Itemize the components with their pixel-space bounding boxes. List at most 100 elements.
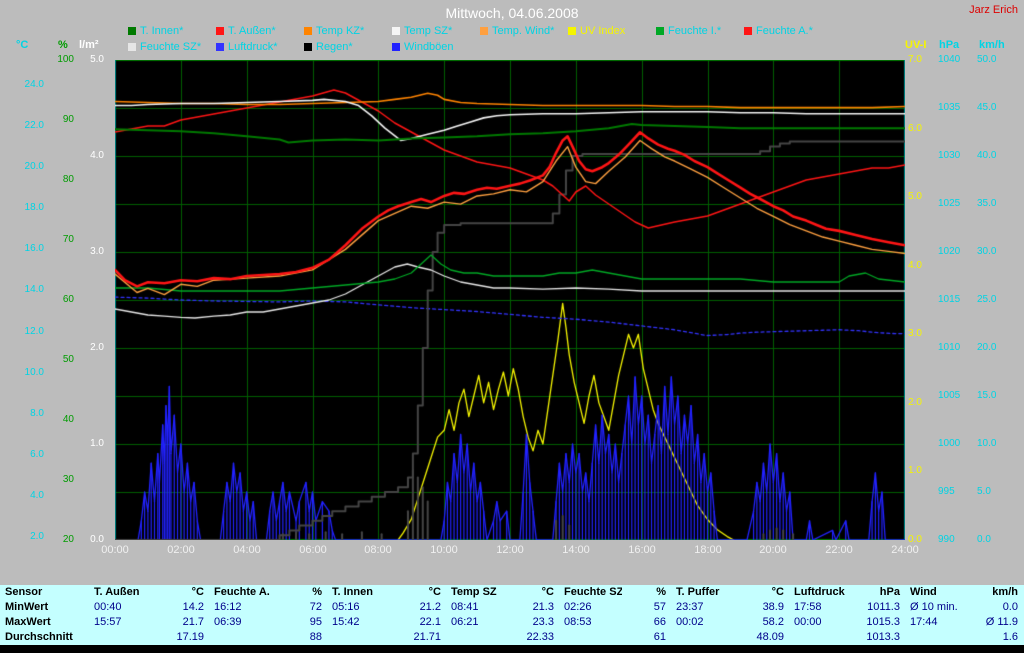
table-group-cell: 06:21 23.3	[447, 615, 560, 630]
axis-tick-label: 1015	[938, 294, 961, 305]
axis-tick-label: 35.0	[977, 198, 997, 209]
x-axis-label: 06:00	[299, 544, 327, 556]
x-axis-label: 18:00	[694, 544, 722, 556]
legend-item: Temp SZ*	[392, 25, 480, 37]
table-cell: 23:37	[676, 601, 704, 613]
table-cell	[560, 630, 622, 645]
table-cell: 48.09	[756, 631, 784, 643]
table-group-cell: Feuchte SZ%	[560, 585, 672, 600]
axis-tick-label: 2.0	[908, 397, 922, 408]
legend-label: Luftdruck*	[228, 41, 278, 53]
axis-tick-label: 60	[62, 294, 74, 305]
table-cell: 15:42	[332, 616, 360, 628]
table-cell: °C	[541, 586, 554, 598]
table-cell	[906, 630, 971, 645]
axis-tick-label: 5.0	[908, 191, 922, 202]
table-cell: T. Außen	[94, 586, 140, 598]
table-cell: Temp SZ	[451, 586, 497, 598]
table-cell: 08:41	[451, 601, 479, 613]
axis-tick-label: 45.0	[977, 102, 997, 113]
axis-tick-label: 5.0	[90, 54, 104, 65]
table-cell	[328, 630, 393, 645]
axis-tick-label: 995	[938, 486, 955, 497]
table-group-cell: 61	[560, 630, 672, 645]
table-cell	[210, 630, 275, 645]
legend-label: UV Index	[580, 25, 626, 37]
table-cell: 1011.3	[867, 601, 900, 613]
axis-tick-label: 50	[62, 354, 74, 365]
axis-tick-label: 20.0	[24, 161, 44, 172]
legend-swatch	[216, 43, 224, 51]
legend-item: Feuchte A.*	[744, 25, 832, 37]
x-axis-label: 12:00	[496, 544, 524, 556]
axis-tick-label: 22.0	[24, 120, 44, 131]
table-group-cell: 21.71	[328, 630, 447, 645]
legend-item: Windböen	[392, 41, 480, 53]
axis-tick-label: 12.0	[24, 326, 44, 337]
table-group-cell: 1.6	[906, 630, 1024, 645]
legend-item: Feuchte SZ*	[128, 41, 216, 53]
axis-tick-label: 6.0	[30, 449, 44, 460]
axis-tick-label: 15.0	[977, 390, 997, 401]
axis-unit-uv: UV-I	[905, 39, 927, 51]
axis-tick-label: 7.0	[908, 54, 922, 65]
table-row: Durchschnitt 17.19 88 21.71 22.33 61 48.09 1013…	[0, 630, 1024, 645]
axis-tick-label: 1.0	[908, 465, 922, 476]
axis-tick-label: 5.0	[977, 486, 991, 497]
table-cell	[790, 630, 854, 645]
table-cell: 05:16	[332, 601, 360, 613]
axis-tick-label: 30	[62, 474, 74, 485]
axis-tick-label: 100	[57, 54, 74, 65]
legend-label: Feuchte SZ*	[140, 41, 202, 53]
axis-tick-label: 0.0	[908, 534, 922, 545]
axis-tick-label: 70	[62, 234, 74, 245]
axis-tick-label: 10.0	[24, 367, 44, 378]
table-group-cell: Temp SZ °C	[447, 585, 560, 600]
table-cell: 17:44	[910, 616, 938, 628]
axis-unit-kmh: km/h	[979, 39, 1005, 51]
axis-unit-percent: %	[58, 39, 68, 51]
table-cell: 1.6	[1002, 631, 1018, 643]
table-cell: 23.3	[532, 616, 554, 628]
axis-tick-label: 1000	[938, 438, 961, 449]
table-group-cell: 15:57 21.7	[90, 615, 210, 630]
table-cell: %	[656, 586, 666, 598]
legend-label: Regen*	[316, 41, 353, 53]
table-group-cell: 17.19	[90, 630, 210, 645]
table-group-cell: 02:26 57	[560, 600, 672, 615]
axis-tick-label: 80	[62, 174, 74, 185]
legend-row-1: T. Innen* T. Außen* Temp KZ* Temp SZ* Temp. …	[128, 25, 832, 37]
table-group-cell: 23:37 38.9	[672, 600, 790, 615]
x-axis-label: 02:00	[167, 544, 195, 556]
table-group-cell: Ø 10 min. 0.0	[906, 600, 1024, 615]
table-cell: Feuchte A.	[214, 586, 270, 598]
legend-swatch	[480, 27, 488, 35]
table-cell: 00:40	[94, 601, 122, 613]
table-cell: 1013.3	[866, 631, 900, 643]
table-cell: 06:21	[451, 616, 479, 628]
table-cell: 06:39	[214, 616, 242, 628]
table-row-label: MaxWert	[5, 616, 51, 628]
legend-swatch	[568, 27, 576, 35]
axis-tick-label: 1030	[938, 150, 961, 161]
table-cell: 00:02	[676, 616, 704, 628]
legend-label: T. Außen*	[228, 25, 276, 37]
table-cell: %	[312, 586, 322, 598]
legend-item: T. Innen*	[128, 25, 216, 37]
chart-canvas[interactable]	[115, 60, 905, 540]
table-cell: 17.19	[176, 631, 204, 643]
table-group-cell: 16:12 72	[210, 600, 328, 615]
axis-tick-label: 8.0	[30, 408, 44, 419]
legend-swatch	[304, 27, 312, 35]
table-cell	[447, 630, 509, 645]
axis-tick-label: 14.0	[24, 284, 44, 295]
axis-tick-label: 6.0	[908, 123, 922, 134]
axis-tick-label: 1005	[938, 390, 961, 401]
axis-tick-label: 1040	[938, 54, 961, 65]
axis-tick-label: 0.0	[977, 534, 991, 545]
table-cell: 66	[653, 616, 666, 628]
legend-item: Temp KZ*	[304, 25, 392, 37]
table-group-cell: 1013.3	[790, 630, 906, 645]
table-cell: °C	[771, 586, 784, 598]
table-cell: 14.2	[182, 601, 204, 613]
